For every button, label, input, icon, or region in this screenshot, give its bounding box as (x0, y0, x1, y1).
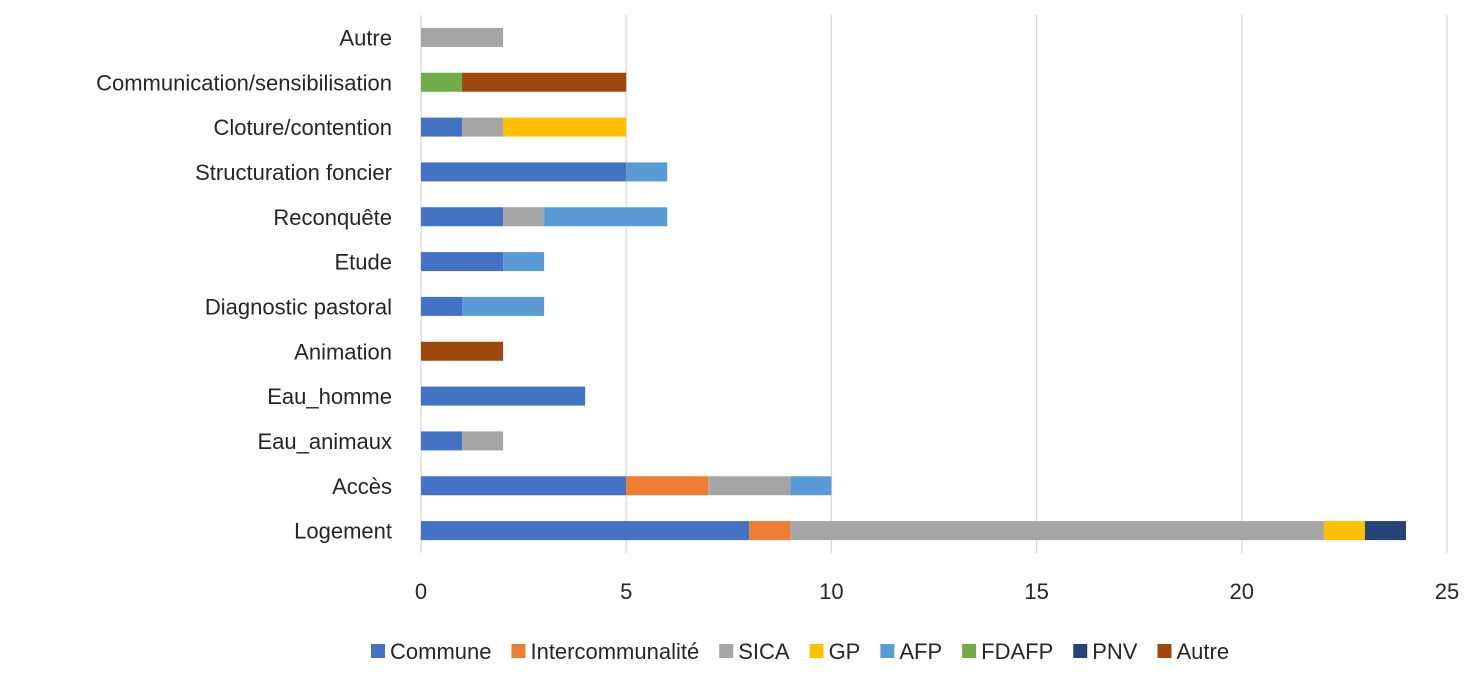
x-tick-label: 0 (415, 579, 427, 604)
legend-swatch (809, 644, 824, 658)
bar-segment (790, 521, 1324, 541)
bar-segment (462, 72, 627, 92)
x-tick-label: 15 (1024, 579, 1048, 604)
bar-segment (708, 476, 791, 496)
legend-swatch (719, 644, 734, 658)
bar-segment (421, 521, 750, 541)
category-label: Structuration foncier (195, 160, 392, 185)
category-label: Accès (332, 474, 392, 499)
category-label: Animation (294, 339, 392, 364)
bar-segment (421, 117, 463, 137)
bar-segment (421, 27, 504, 47)
bar-segment (421, 476, 627, 496)
bar-segment (790, 476, 832, 496)
bars (421, 27, 1406, 541)
y-axis-categories: Logement Accès Eau_animaux Eau_homme Animati… (96, 25, 392, 543)
bar-segment (421, 207, 504, 227)
legend-label: Autre (1176, 639, 1229, 664)
legend-swatch (880, 644, 895, 658)
category-label: Eau_animaux (257, 429, 392, 454)
bar-segment (462, 296, 545, 316)
bar-segment (1323, 521, 1365, 541)
category-label: Etude (335, 250, 393, 275)
legend-label: SICA (738, 639, 790, 664)
legend-swatch (1073, 644, 1088, 658)
category-label: Autre (339, 25, 392, 50)
legend-swatch (962, 644, 977, 658)
bar-segment (749, 521, 791, 541)
x-tick-label: 25 (1435, 579, 1459, 604)
bar-segment (503, 117, 627, 137)
bar-segment (421, 431, 463, 451)
legend-swatch (371, 644, 385, 658)
category-label: Communication/sensibilisation (96, 70, 392, 95)
legend: Commune Intercommunalité SICA GP AFP FDAFP PNV… (371, 639, 1229, 664)
legend-label: AFP (899, 639, 942, 664)
x-tick-label: 5 (620, 579, 632, 604)
x-axis-ticks: 0 5 10 15 20 25 (415, 579, 1459, 604)
legend-swatch (1157, 644, 1172, 658)
category-label: Diagnostic pastoral (205, 294, 392, 319)
bar-segment (1364, 521, 1406, 541)
bar-segment (421, 296, 463, 316)
bar-segment (462, 431, 504, 451)
category-label: Reconquête (273, 205, 392, 230)
legend-label: PNV (1092, 639, 1138, 664)
bar-segment (626, 476, 709, 496)
bar-segment (626, 162, 668, 182)
legend-label: FDAFP (981, 639, 1053, 664)
legend-label: GP (829, 639, 861, 664)
legend-label: Intercommunalité (530, 639, 699, 664)
bar-segment (503, 252, 545, 272)
bar-segment (421, 162, 627, 182)
category-label: Eau_homme (267, 384, 392, 409)
legend-swatch (511, 644, 526, 658)
bar-segment (421, 386, 586, 406)
bar-segment (462, 117, 504, 137)
bar-segment (421, 252, 504, 272)
bar-segment (421, 72, 463, 92)
bar-segment (544, 207, 668, 227)
category-label: Logement (294, 519, 392, 544)
x-tick-label: 10 (819, 579, 843, 604)
bar-segment (421, 341, 504, 361)
gridlines (420, 15, 1448, 553)
category-label: Cloture/contention (213, 115, 392, 140)
legend-label: Commune (390, 639, 491, 664)
x-tick-label: 20 (1230, 579, 1254, 604)
bar-segment (503, 207, 545, 227)
